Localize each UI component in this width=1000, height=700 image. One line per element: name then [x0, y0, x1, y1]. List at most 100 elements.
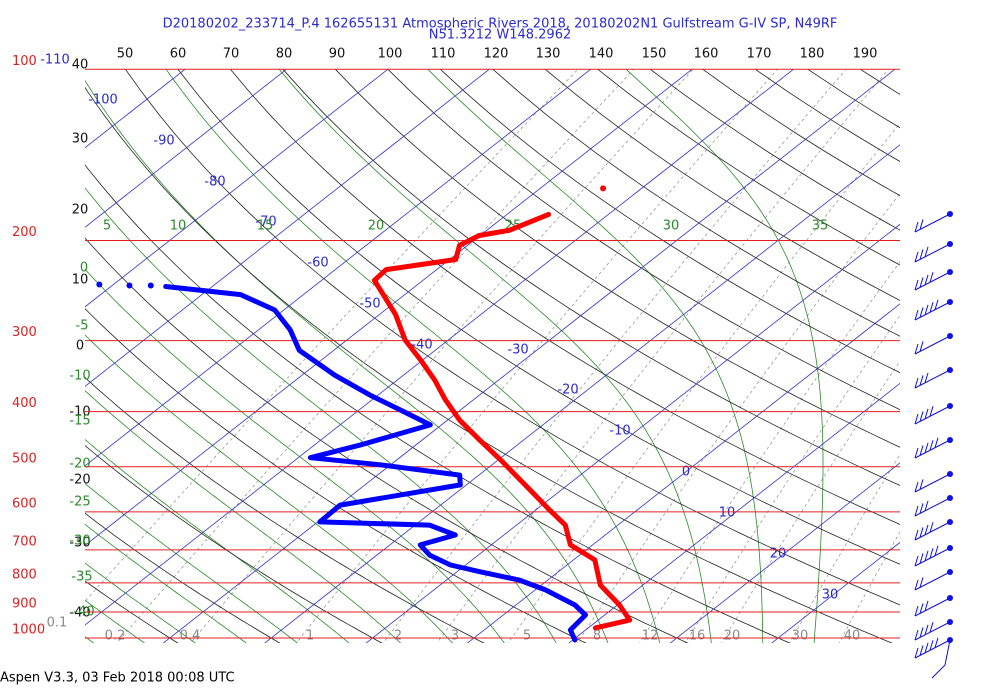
dry-adiabat: [282, 69, 900, 486]
barb-flag: [919, 375, 924, 386]
barb-flag: [919, 219, 924, 230]
dry-adiabat: [85, 445, 383, 643]
barb-flag: [919, 645, 924, 656]
dry-adiabat-label: 110: [431, 47, 456, 62]
barb-flag: [924, 246, 929, 258]
barb-staff: [914, 621, 951, 641]
barb-flag: [929, 522, 934, 533]
barb-staff: [914, 213, 951, 233]
moist-adiabat: [85, 390, 402, 643]
sounding-point: [147, 282, 154, 289]
moist-adiabat: [85, 483, 299, 643]
sounding-point: [600, 185, 607, 192]
barb-staff: [914, 597, 951, 617]
moist-adiabat: [85, 187, 557, 643]
mixing-ratio-label: 0.2: [105, 629, 126, 644]
barb-staff: [914, 639, 951, 659]
barb-flag: [919, 307, 924, 318]
barb-flag: [914, 529, 919, 541]
barb-flag: [919, 479, 924, 490]
barb-flag: [924, 304, 929, 316]
barb-staff: [914, 271, 951, 291]
isotherm-label: 20: [770, 547, 787, 562]
barb-flag: [914, 279, 919, 291]
barb-staff: [914, 369, 951, 389]
barb-flag: [924, 624, 929, 636]
barb-flag: [924, 274, 929, 286]
moist-adiabat-label: -40: [73, 605, 94, 620]
dry-adiabat: [860, 69, 900, 95]
barb-flag: [919, 553, 924, 564]
dry-adiabat-label: 140: [589, 47, 614, 62]
isotherm: [365, 223, 900, 643]
chart-subtitle: N51.3212 W148.2962: [429, 28, 572, 43]
isotherm: [264, 144, 900, 643]
barb-flag: [929, 272, 934, 283]
isotherm: [85, 69, 795, 626]
barb-flag: [934, 545, 939, 556]
barb-flag: [919, 627, 924, 638]
barb-flag: [914, 221, 919, 233]
mixing-ratio-line: [116, 69, 635, 643]
moist-adiabat: [85, 334, 453, 643]
barb-flag: [914, 377, 919, 389]
moist-adiabat: [85, 562, 196, 643]
dry-adiabat: [0, 69, 86, 650]
dry-adiabat-label: -10: [69, 405, 90, 420]
barb-staff: [914, 439, 951, 459]
sounding-line: [163, 284, 588, 643]
moist-adiabat-label: 5: [103, 219, 111, 234]
moist-adiabat-label: 10: [170, 219, 187, 234]
moist-adiabat: [278, 69, 712, 643]
barb-flag: [934, 437, 939, 448]
barb-flag: [929, 406, 934, 417]
mixing-ratio-line: [639, 261, 900, 643]
barb-flag: [924, 600, 929, 612]
barb-flag: [929, 302, 934, 313]
sounding-line: [371, 211, 633, 631]
dry-adiabat: [85, 237, 689, 643]
barb-staff: [914, 405, 951, 425]
barb-flag: [929, 640, 934, 651]
barb-flag: [924, 408, 929, 420]
moist-adiabat: [85, 523, 247, 643]
barb-flag: [934, 637, 939, 648]
dry-adiabat: [702, 69, 900, 197]
mixing-ratio-line: [838, 531, 900, 643]
isotherm-label: 30: [822, 588, 839, 603]
barb-staff: [931, 639, 951, 679]
dry-adiabat-label: 60: [170, 47, 187, 62]
barb-staff: [914, 473, 951, 493]
pressure-label: 900: [12, 596, 37, 611]
barb-staff: [914, 571, 951, 591]
dry-adiabat: [85, 512, 281, 643]
mixing-ratio-label: 3: [451, 629, 459, 644]
dry-adiabat: [387, 69, 900, 411]
isotherm: [85, 69, 187, 149]
dry-adiabat-label: -40: [69, 606, 90, 621]
barb-flag: [914, 481, 919, 493]
dry-adiabat-label: -20: [69, 473, 90, 488]
moist-adiabat-label: 30: [663, 219, 680, 234]
dry-adiabat-label: 170: [747, 47, 772, 62]
moist-adiabat-label: -10: [69, 369, 90, 384]
barb-flag: [914, 505, 919, 517]
pressure-label: 1000: [12, 623, 45, 638]
mixing-ratio-line: [85, 69, 579, 602]
dry-adiabat-label: 120: [484, 47, 509, 62]
dry-adiabat: [492, 69, 900, 337]
barb-flag: [914, 579, 919, 591]
mixing-ratio-line: [789, 453, 900, 643]
mixing-ratio-label: 8: [593, 629, 601, 644]
barb-flag: [919, 411, 924, 422]
dry-adiabat: [440, 69, 900, 374]
dry-adiabat-label: 190: [853, 47, 878, 62]
moist-adiabat-label: 15: [257, 219, 274, 234]
barb-flag: [914, 647, 919, 659]
moist-adiabat: [85, 599, 146, 643]
dry-adiabat: [85, 164, 791, 643]
dry-adiabat: [85, 86, 893, 643]
barb-staff: [914, 497, 951, 517]
barb-flag: [919, 341, 924, 352]
